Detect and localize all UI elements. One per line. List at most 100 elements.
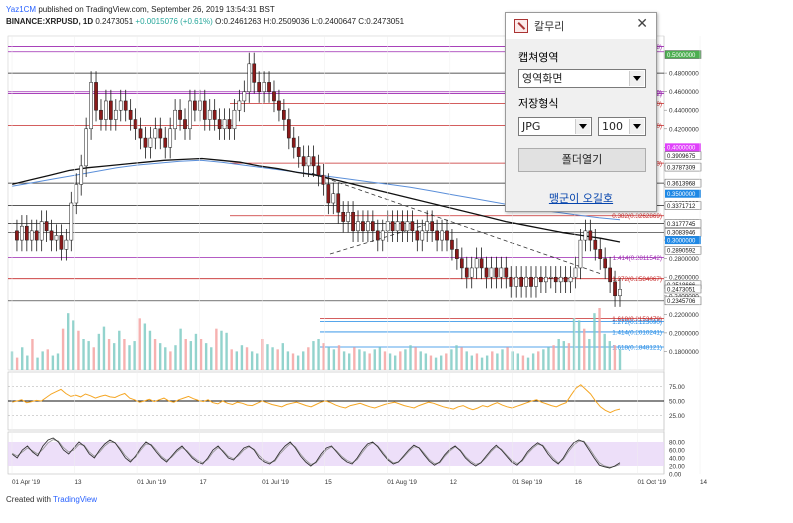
volume-bar [404,349,407,370]
quality-select[interactable]: 100 [598,117,646,136]
volume-bar [87,341,90,370]
price-badge [664,50,702,59]
volume-bar [337,345,341,370]
volume-bar [148,330,152,370]
time-tick-label: 01 Sep '19 [512,479,542,486]
volume-bar [322,343,325,370]
candle-up [346,212,350,222]
volume-bar [485,355,489,370]
volume-bar [169,351,172,370]
candle-down [370,221,375,232]
volume-bar [296,355,300,370]
time-tick-label: 01 Apr '19 [12,479,41,486]
candle-down [598,249,603,259]
chevron-down-icon[interactable] [575,119,590,134]
format-select[interactable]: JPG [518,117,592,136]
candle-down [277,100,281,111]
publisher-name[interactable]: Yaz1CM [6,5,37,14]
quality-value: 100 [602,120,623,133]
candle-down [212,109,217,120]
candle-down [286,119,291,139]
volume-bar [164,347,167,370]
volume-bar [41,351,44,370]
volume-bar [445,353,448,370]
candle-up [222,119,227,130]
volume-bar [72,320,75,370]
chevron-down-icon[interactable] [629,71,644,86]
volume-bar [327,347,330,370]
candle-down [217,119,222,130]
candle-down [183,119,187,130]
volume-bar [107,339,111,370]
capture-area-label: 캡쳐영역 [518,51,559,64]
candle-up [54,235,59,241]
candle-down [504,267,509,278]
candle-down [257,82,262,92]
price-tick-label: 0.2600000 [669,275,699,282]
candle-up [74,184,79,204]
volume-bar [102,326,106,370]
volume-bar [291,353,295,370]
candle-up [69,202,74,241]
dialog-titlebar[interactable]: 칼무리 ✕ [506,13,656,39]
volume-bar [373,349,376,370]
price-badge [664,246,702,255]
candle-up [489,267,494,278]
capture-area-select[interactable]: 영역화면 [518,69,646,88]
candle-down [455,249,459,259]
volume-bar [332,349,336,370]
price-badge [664,201,702,210]
moving-average-black [11,157,621,243]
candle-up [474,258,479,269]
volume-bar [51,355,55,370]
volume-bar [363,351,366,370]
rsi-tick-label: 75.00 [669,384,685,391]
candle-down [158,128,163,139]
price-tick-label: 0.1800000 [669,349,699,356]
volume-bar [56,353,60,370]
candle-up [207,109,212,120]
candle-up [20,225,24,241]
volume-bar [281,343,284,370]
ohlc-values: O:0.2461263 H:0.2509036 L:0.2400647 C:0.… [215,17,405,26]
candle-down [316,165,321,176]
candle-up [168,128,173,148]
price-tick-label: 0.2800000 [669,256,699,263]
volume-bar [348,353,351,370]
dialog-title: 칼무리 [534,20,565,33]
price-badge [664,162,702,172]
close-icon[interactable]: ✕ [636,16,648,32]
volume-bar [434,357,438,370]
volume-bar [220,330,223,370]
candle-down [163,137,168,148]
price-tick-label: 0.4800000 [669,71,699,78]
time-tick-label: 17 [200,479,208,486]
stoch-tick-label: 0.00 [669,472,682,479]
stoch-tick-label: 40.00 [669,456,685,463]
tradingview-brand[interactable]: TradingView [53,495,98,504]
volume-bar [118,330,121,370]
author-link[interactable]: 맹군이 오길호 [548,192,614,205]
stoch-k-line [11,437,621,469]
candle-down [415,230,420,241]
chevron-down-icon[interactable] [629,119,644,134]
volume-bar [184,339,187,370]
volume-bar [245,347,249,370]
candle-down [321,174,326,185]
open-folder-button[interactable]: 폴더열기 [518,148,646,172]
candle-up [356,221,360,232]
volume-bar [61,328,65,370]
stoch-tick-label: 20.00 [669,464,685,471]
volume-bar [429,355,433,370]
published-text: published on TradingView.com, September … [38,5,275,14]
volume-bar [36,357,39,370]
candle-up [79,165,84,185]
time-tick-label: 01 Aug '19 [387,479,417,486]
trendline-dashed [329,223,431,255]
candle-down [143,137,148,148]
candle-down [252,63,257,83]
candle-down [282,109,286,120]
volume-bar [419,351,422,370]
candle-down [464,267,469,278]
